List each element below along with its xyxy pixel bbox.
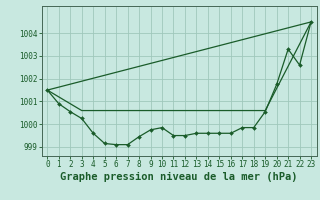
- X-axis label: Graphe pression niveau de la mer (hPa): Graphe pression niveau de la mer (hPa): [60, 172, 298, 182]
